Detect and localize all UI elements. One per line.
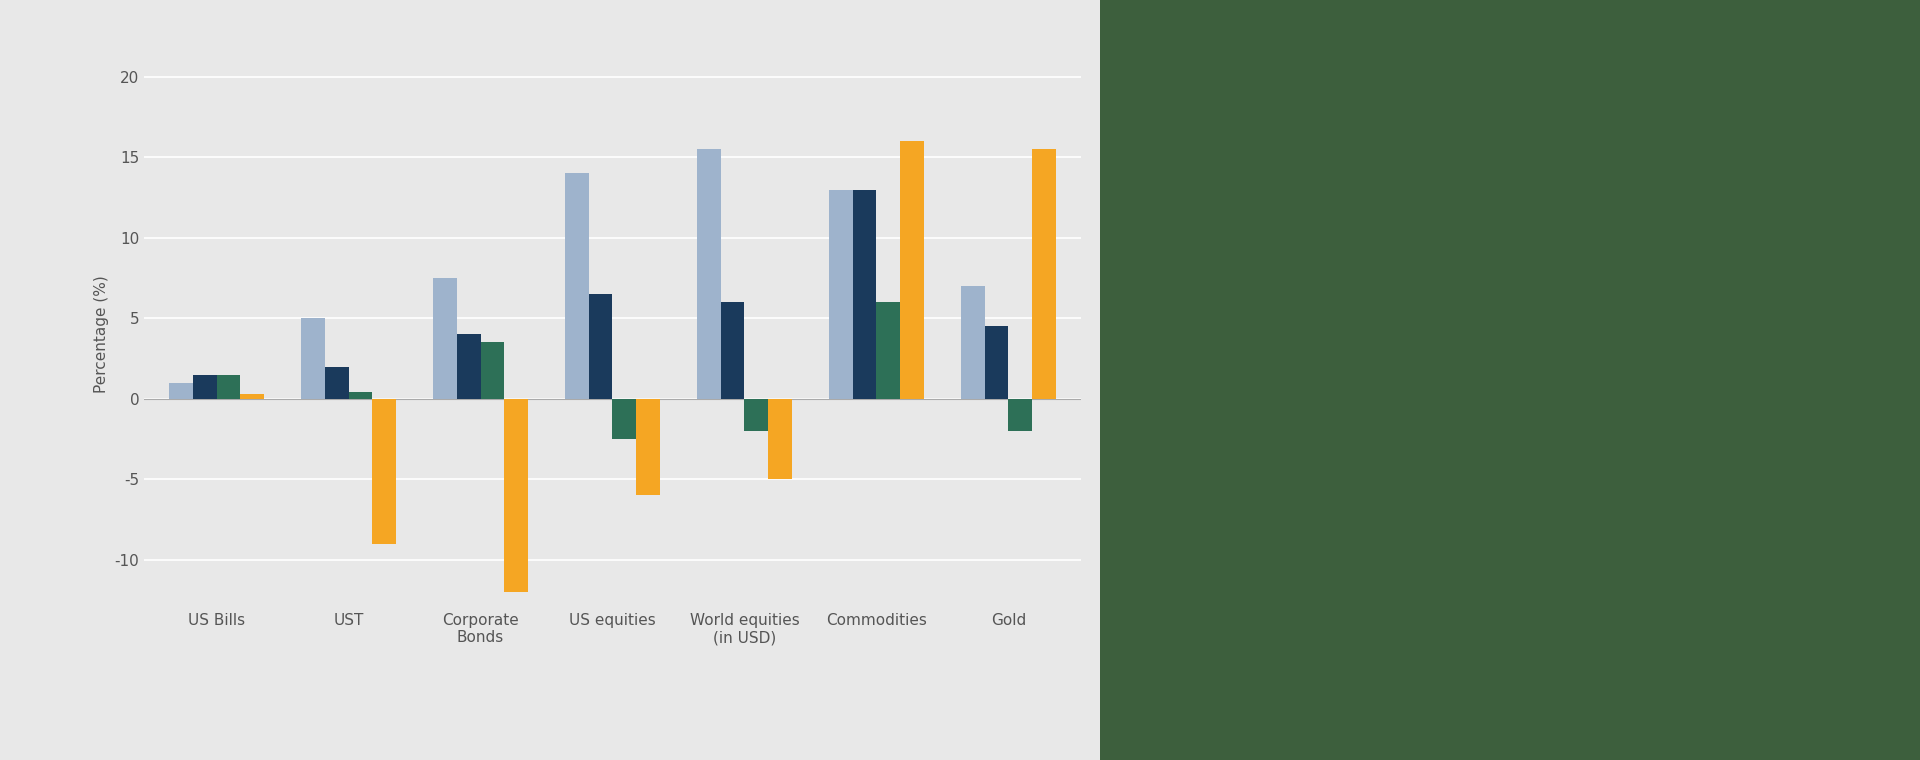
Bar [349, 392, 372, 399]
Bar [1008, 399, 1033, 431]
Bar [564, 173, 589, 399]
Bar [457, 334, 480, 399]
Bar [434, 278, 457, 399]
Bar [372, 399, 396, 543]
Bar [589, 294, 612, 399]
Bar [480, 343, 505, 399]
Bar [768, 399, 791, 480]
Y-axis label: Percentage (%): Percentage (%) [94, 276, 109, 393]
Bar [745, 399, 768, 431]
Bar [985, 326, 1008, 399]
Bar [324, 366, 349, 399]
Bar [960, 286, 985, 399]
Bar [829, 189, 852, 399]
Bar [900, 141, 924, 399]
Bar [240, 394, 265, 399]
Bar [217, 375, 240, 399]
Bar [169, 383, 192, 399]
Bar [720, 302, 745, 399]
Bar [192, 375, 217, 399]
Bar [852, 189, 876, 399]
Bar [612, 399, 636, 439]
Bar [697, 149, 720, 399]
Bar [301, 318, 324, 399]
Bar [636, 399, 660, 496]
Bar [876, 302, 900, 399]
Bar [505, 399, 528, 592]
Bar [1033, 149, 1056, 399]
